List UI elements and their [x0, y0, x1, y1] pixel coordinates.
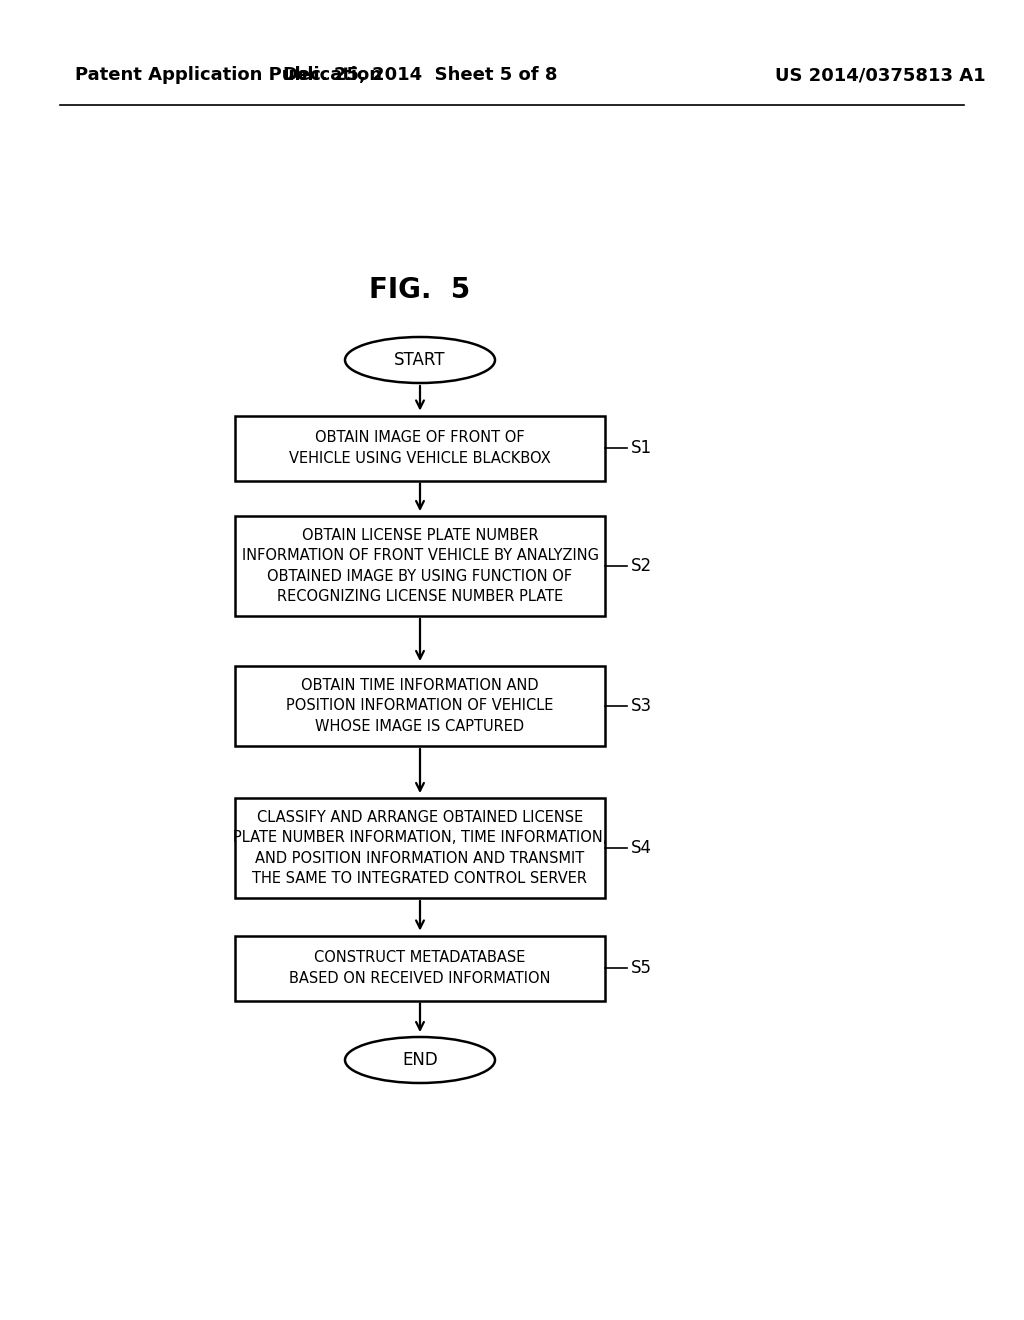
- Bar: [234, 936, 605, 1001]
- Text: S2: S2: [631, 557, 652, 576]
- Text: S5: S5: [631, 960, 652, 977]
- Bar: [234, 667, 605, 746]
- Text: FIG.  5: FIG. 5: [370, 276, 471, 304]
- Text: CONSTRUCT METADATABASE
BASED ON RECEIVED INFORMATION: CONSTRUCT METADATABASE BASED ON RECEIVED…: [289, 950, 551, 986]
- Bar: [234, 516, 605, 616]
- Text: Patent Application Publication: Patent Application Publication: [75, 66, 382, 84]
- Text: OBTAIN LICENSE PLATE NUMBER
INFORMATION OF FRONT VEHICLE BY ANALYZING
OBTAINED I: OBTAIN LICENSE PLATE NUMBER INFORMATION …: [242, 528, 598, 605]
- Ellipse shape: [345, 337, 495, 383]
- Text: OBTAIN TIME INFORMATION AND
POSITION INFORMATION OF VEHICLE
WHOSE IMAGE IS CAPTU: OBTAIN TIME INFORMATION AND POSITION INF…: [287, 678, 554, 734]
- Text: END: END: [402, 1051, 438, 1069]
- Text: S1: S1: [631, 440, 652, 457]
- Ellipse shape: [345, 1038, 495, 1082]
- Text: START: START: [394, 351, 445, 370]
- Text: CLASSIFY AND ARRANGE OBTAINED LICENSE
PLATE NUMBER INFORMATION, TIME INFORMATION: CLASSIFY AND ARRANGE OBTAINED LICENSE PL…: [232, 810, 607, 886]
- Text: S3: S3: [631, 697, 652, 715]
- Text: S4: S4: [631, 840, 652, 857]
- Text: OBTAIN IMAGE OF FRONT OF
VEHICLE USING VEHICLE BLACKBOX: OBTAIN IMAGE OF FRONT OF VEHICLE USING V…: [289, 430, 551, 466]
- Bar: [234, 416, 605, 480]
- Bar: [234, 799, 605, 898]
- Text: US 2014/0375813 A1: US 2014/0375813 A1: [775, 66, 985, 84]
- Text: Dec. 25, 2014  Sheet 5 of 8: Dec. 25, 2014 Sheet 5 of 8: [283, 66, 557, 84]
